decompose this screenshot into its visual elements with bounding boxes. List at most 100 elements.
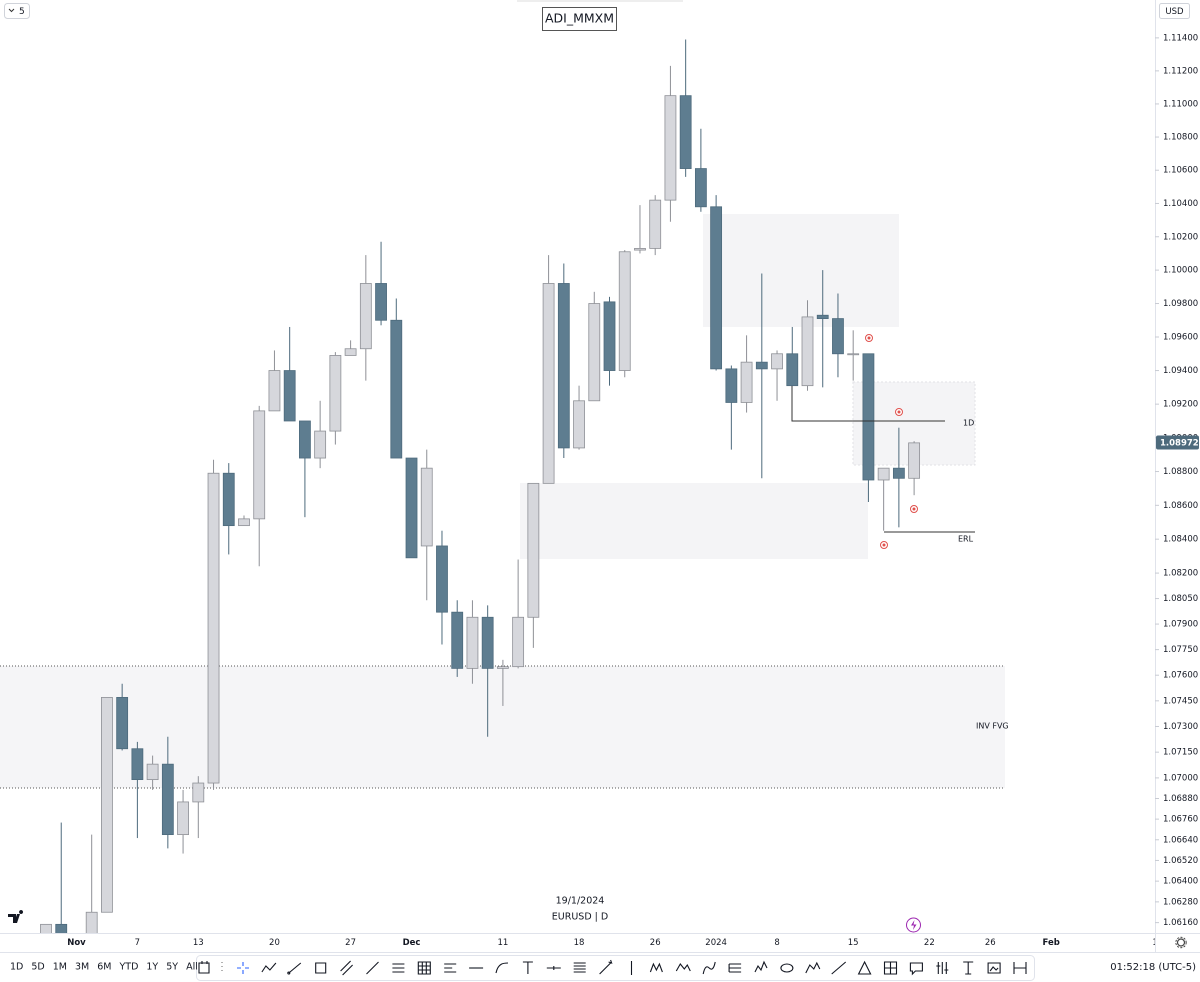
last-price-box (1156, 435, 1199, 450)
tool-button[interactable] (198, 961, 210, 974)
tool-button[interactable] (522, 961, 533, 974)
candle-body-down (283, 370, 296, 422)
candle-body-up (238, 518, 250, 527)
candle-body-up (618, 251, 631, 371)
tool-button[interactable] (340, 960, 353, 976)
candle-body-down (679, 95, 692, 169)
drawing-tools (198, 959, 1027, 976)
tool-button[interactable] (702, 961, 716, 975)
range-button[interactable]: 5D (31, 962, 44, 973)
range-button[interactable]: 1M (53, 962, 67, 973)
candle-body-up (771, 353, 783, 370)
level-line (791, 386, 945, 422)
tool-button[interactable] (805, 961, 821, 974)
y-tick-label: 1.06280 (1163, 897, 1198, 907)
tool-icon (728, 963, 742, 973)
candle-body-up (192, 782, 205, 803)
tool-button[interactable] (444, 963, 457, 973)
candle-body-down (816, 314, 829, 319)
tool-button[interactable] (728, 963, 742, 973)
range-button[interactable]: 1D (10, 962, 23, 973)
tool-icon (805, 961, 821, 974)
candle-body-up (253, 410, 266, 520)
candle-body-down (405, 457, 418, 559)
tool-button[interactable] (987, 962, 1001, 974)
x-tick-label: Dec (403, 938, 421, 948)
tool-icon (392, 963, 405, 973)
tool-icon (702, 961, 716, 975)
x-tick-label: 26 (650, 938, 661, 948)
y-tick-label: 1.09400 (1163, 366, 1198, 376)
tv-logo[interactable] (8, 910, 24, 923)
x-tick-label: 22 (924, 938, 935, 948)
tool-button[interactable] (831, 961, 847, 975)
candle-body-up (420, 467, 433, 547)
tool-icon (936, 962, 949, 974)
tool-button[interactable] (573, 962, 586, 973)
tool-button[interactable] (883, 961, 898, 975)
candle-body-down (299, 420, 311, 459)
candle-body-up (588, 303, 601, 402)
tool-button[interactable] (261, 962, 277, 973)
range-button[interactable]: YTD (118, 962, 138, 973)
candle-body-up (877, 467, 890, 481)
y-tick-label: 1.07750 (1163, 645, 1198, 655)
tool-button[interactable] (287, 962, 302, 975)
candle-body-up (146, 763, 159, 781)
candle-body-up (496, 666, 509, 669)
candle-body-up (512, 616, 525, 668)
x-tick-label: 27 (345, 938, 356, 948)
y-tick-label: 1.08600 (1163, 501, 1198, 511)
range-button[interactable]: 3M (75, 962, 89, 973)
tool-button[interactable] (649, 962, 663, 973)
candle-body-up (801, 316, 814, 387)
x-tick-label: 11 (497, 938, 508, 948)
x-tick-label: 2024 (705, 938, 727, 948)
tool-button[interactable] (857, 960, 872, 975)
tool-button[interactable] (546, 966, 561, 970)
tool-button[interactable] (495, 962, 509, 974)
drawing-toolbar (196, 955, 1035, 981)
y-tick-label: 1.06520 (1163, 856, 1198, 866)
candle-body-up (649, 199, 662, 249)
range-button[interactable]: 5Y (166, 962, 178, 973)
tool-icon (780, 963, 794, 973)
tool-button[interactable] (754, 960, 768, 973)
candles (40, 39, 921, 933)
tool-icon (417, 961, 431, 975)
tool-button[interactable] (237, 962, 249, 974)
x-tick-label: 15 (848, 938, 859, 948)
tool-button[interactable] (963, 961, 974, 975)
candle-body-down (603, 301, 616, 371)
y-tick-label: 1.11000 (1163, 99, 1198, 109)
range-button[interactable]: 6M (97, 962, 111, 973)
x-tick-label: 8 (774, 938, 779, 948)
currency-button[interactable] (1159, 3, 1190, 19)
candle-body-down (390, 319, 403, 459)
y-tick-label: 1.07300 (1163, 722, 1198, 732)
tool-button[interactable] (936, 962, 949, 974)
y-tick-label: 1.07450 (1163, 696, 1198, 706)
tool-button[interactable] (780, 963, 794, 973)
x-tick-label: 12 (1152, 938, 1163, 948)
candle-body-down (116, 697, 129, 750)
y-tick-label: 1.09200 (1163, 400, 1198, 410)
tool-button[interactable] (599, 959, 613, 975)
tool-button[interactable] (366, 961, 379, 975)
y-tick-label: 1.06760 (1163, 815, 1198, 825)
interval-button[interactable] (4, 3, 30, 19)
range-button[interactable]: All (186, 962, 198, 973)
tool-button[interactable] (392, 963, 405, 973)
candle-body-down (375, 283, 387, 321)
settings-icon[interactable] (1176, 938, 1186, 947)
tool-icon (883, 961, 898, 975)
tool-button[interactable] (1013, 962, 1027, 974)
tool-button[interactable] (417, 961, 431, 975)
tool-button[interactable] (909, 962, 923, 976)
y-tick-label: 1.11400 (1163, 33, 1198, 43)
tool-button[interactable] (675, 963, 691, 972)
tool-button[interactable] (315, 962, 327, 974)
x-tick-label: 18 (574, 938, 585, 948)
range-button[interactable]: 1Y (146, 962, 158, 973)
